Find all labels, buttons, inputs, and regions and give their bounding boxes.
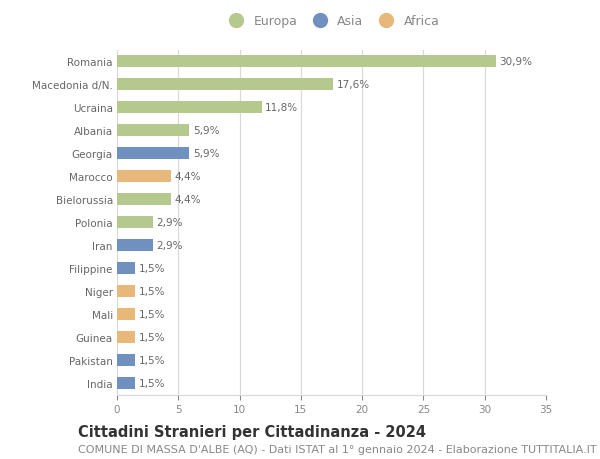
Text: 11,8%: 11,8% xyxy=(265,103,298,113)
Text: 17,6%: 17,6% xyxy=(337,80,370,90)
Bar xyxy=(117,354,136,367)
Bar xyxy=(117,239,152,252)
Text: 2,9%: 2,9% xyxy=(156,241,183,251)
Text: 4,4%: 4,4% xyxy=(175,172,201,182)
Bar xyxy=(117,377,136,390)
Text: 1,5%: 1,5% xyxy=(139,332,166,342)
Text: 1,5%: 1,5% xyxy=(139,378,166,388)
Legend: Europa, Asia, Africa: Europa, Asia, Africa xyxy=(224,16,440,28)
Bar xyxy=(117,331,136,344)
Text: 4,4%: 4,4% xyxy=(175,195,201,205)
Bar xyxy=(117,308,136,321)
Bar xyxy=(117,147,190,160)
Bar xyxy=(117,193,171,206)
Text: 2,9%: 2,9% xyxy=(156,218,183,228)
Bar xyxy=(117,170,171,183)
Text: 1,5%: 1,5% xyxy=(139,355,166,365)
Bar xyxy=(117,101,262,114)
Text: 1,5%: 1,5% xyxy=(139,263,166,274)
Text: 5,9%: 5,9% xyxy=(193,149,220,159)
Text: Cittadini Stranieri per Cittadinanza - 2024: Cittadini Stranieri per Cittadinanza - 2… xyxy=(78,425,426,440)
Bar xyxy=(117,124,190,137)
Bar xyxy=(117,285,136,298)
Text: 5,9%: 5,9% xyxy=(193,126,220,136)
Text: COMUNE DI MASSA D'ALBE (AQ) - Dati ISTAT al 1° gennaio 2024 - Elaborazione TUTTI: COMUNE DI MASSA D'ALBE (AQ) - Dati ISTAT… xyxy=(78,444,596,454)
Bar xyxy=(117,262,136,275)
Bar xyxy=(117,78,333,91)
Text: 1,5%: 1,5% xyxy=(139,286,166,297)
Bar xyxy=(117,56,496,68)
Text: 1,5%: 1,5% xyxy=(139,309,166,319)
Bar xyxy=(117,216,152,229)
Text: 30,9%: 30,9% xyxy=(499,57,532,67)
